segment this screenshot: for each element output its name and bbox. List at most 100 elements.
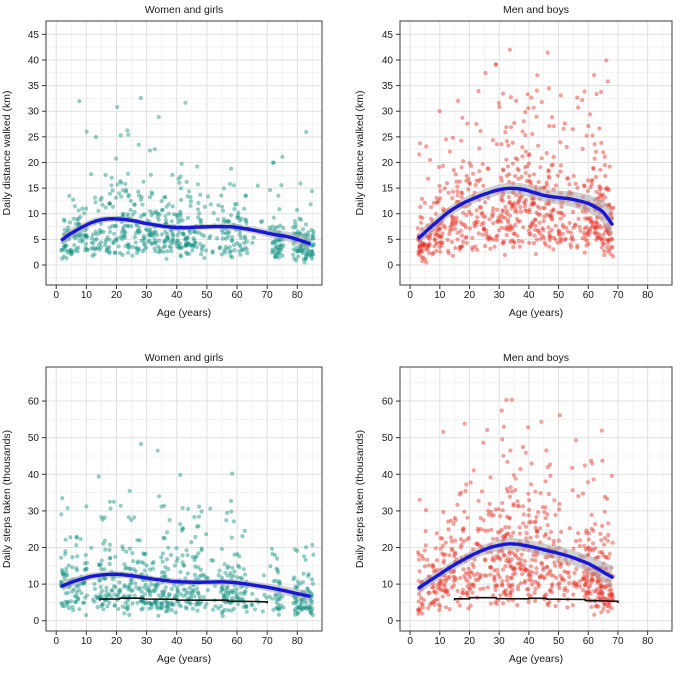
panel-border <box>399 366 673 632</box>
x-axis-label: Age (years) <box>509 307 563 319</box>
x-tick-label: 80 <box>292 290 304 301</box>
grid-layer <box>400 367 672 631</box>
y-tick-label: 0 <box>387 261 393 272</box>
y-tick-label: 30 <box>28 506 40 517</box>
median-line <box>99 597 269 604</box>
y-tick-label: 30 <box>382 107 394 118</box>
y-tick-label: 15 <box>28 184 40 195</box>
confidence-band <box>419 537 612 594</box>
panel-title: Women and girls <box>145 352 224 364</box>
chart-svg-women-steps: 0 10 20 30 40 50 60 70 80 0 10 20 30 40 50 60 Women and … <box>1 352 323 665</box>
y-axis-label: Daily distance walked (km) <box>354 91 366 216</box>
x-tick-label: 50 <box>553 636 565 647</box>
x-axis: 0 10 20 30 40 50 60 70 80 <box>407 285 654 301</box>
y-axis: 0 5 10 15 20 25 30 35 40 45 <box>382 30 400 272</box>
x-tick-label: 60 <box>231 636 243 647</box>
x-axis: 0 10 20 30 40 50 60 70 80 <box>407 631 654 647</box>
x-tick-label: 10 <box>434 290 446 301</box>
y-tick-label: 5 <box>387 235 393 246</box>
y-axis: 0 5 10 15 20 25 30 35 40 45 <box>28 30 46 272</box>
median-line <box>453 596 619 603</box>
trend-line <box>417 542 614 590</box>
y-tick-label: 0 <box>387 616 393 627</box>
y-tick-label: 25 <box>28 132 40 143</box>
x-tick-label: 70 <box>262 290 274 301</box>
y-tick-label: 20 <box>28 158 40 169</box>
y-tick-label: 0 <box>33 616 39 627</box>
y-tick-label: 10 <box>28 209 40 220</box>
x-tick-label: 40 <box>523 290 535 301</box>
y-tick-label: 40 <box>382 55 394 66</box>
y-tick-label: 5 <box>33 235 39 246</box>
y-tick-label: 40 <box>382 470 394 481</box>
x-tick-label: 60 <box>583 636 595 647</box>
x-tick-label: 0 <box>53 636 59 647</box>
panel-border <box>399 20 673 286</box>
y-tick-label: 35 <box>28 81 40 92</box>
x-tick-label: 60 <box>583 290 595 301</box>
trend-line <box>60 572 311 598</box>
x-tick-label: 30 <box>494 636 506 647</box>
x-tick-label: 80 <box>642 636 654 647</box>
x-tick-label: 20 <box>464 290 476 301</box>
trend-line <box>60 217 311 246</box>
x-axis-label: Age (years) <box>157 307 211 319</box>
x-tick-label: 60 <box>231 290 243 301</box>
scatter-points <box>415 47 616 265</box>
y-tick-label: 20 <box>382 158 394 169</box>
y-tick-label: 10 <box>382 580 394 591</box>
x-tick-label: 10 <box>81 636 93 647</box>
y-axis-label: Daily distance walked (km) <box>1 91 13 216</box>
y-axis: 0 10 20 30 40 50 60 <box>28 397 46 627</box>
x-tick-label: 80 <box>642 290 654 301</box>
y-tick-label: 45 <box>382 30 394 41</box>
chart-svg-men-distance: 0 10 20 30 40 50 60 70 80 0 5 10 15 20 25 30 35 40 45 Men a… <box>354 4 673 319</box>
x-tick-label: 50 <box>201 290 213 301</box>
x-tick-label: 10 <box>434 636 446 647</box>
trend-line <box>417 186 614 240</box>
x-tick-label: 50 <box>201 636 213 647</box>
chart-svg-men-steps: 0 10 20 30 40 50 60 70 80 0 10 20 30 40 50 60 Men and bo… <box>354 352 673 665</box>
x-tick-label: 30 <box>141 636 153 647</box>
y-tick-label: 25 <box>382 132 394 143</box>
y-tick-label: 15 <box>382 184 394 195</box>
y-tick-label: 30 <box>28 107 40 118</box>
x-tick-label: 0 <box>53 290 59 301</box>
y-tick-label: 50 <box>382 433 394 444</box>
x-axis: 0 10 20 30 40 50 60 70 80 <box>53 631 303 647</box>
x-tick-label: 20 <box>464 636 476 647</box>
y-axis-label: Daily steps taken (thousands) <box>354 430 366 568</box>
y-tick-label: 45 <box>28 30 40 41</box>
y-axis: 0 10 20 30 40 50 60 <box>382 397 400 627</box>
y-tick-label: 20 <box>382 543 394 554</box>
y-tick-label: 60 <box>28 397 40 408</box>
x-tick-label: 70 <box>612 636 624 647</box>
panel-title: Women and girls <box>145 4 224 16</box>
panel-men-distance: 0 10 20 30 40 50 60 70 80 0 5 10 15 20 25 30 35 40 45 Men a… <box>343 0 685 339</box>
x-tick-label: 40 <box>171 636 183 647</box>
panel-women-distance: 0 10 20 30 40 50 60 70 80 0 5 10 15 20 25 30 35 40 45 Women… <box>0 0 343 339</box>
x-tick-label: 0 <box>407 290 413 301</box>
panel-title: Men and boys <box>503 4 569 16</box>
y-tick-label: 10 <box>382 209 394 220</box>
y-axis-label: Daily steps taken (thousands) <box>1 430 13 568</box>
x-tick-label: 0 <box>407 636 413 647</box>
y-tick-label: 20 <box>28 543 40 554</box>
panel-border <box>45 20 323 286</box>
x-tick-label: 30 <box>494 290 506 301</box>
y-tick-label: 30 <box>382 506 394 517</box>
y-tick-label: 40 <box>28 470 40 481</box>
y-tick-label: 0 <box>33 261 39 272</box>
x-tick-label: 30 <box>141 290 153 301</box>
x-tick-label: 20 <box>111 636 123 647</box>
panel-men-steps: 0 10 20 30 40 50 60 70 80 0 10 20 30 40 50 60 Men and bo… <box>343 339 685 678</box>
x-tick-label: 80 <box>292 636 304 647</box>
x-axis-label: Age (years) <box>157 653 211 665</box>
grid-layer <box>46 21 322 285</box>
y-tick-label: 10 <box>28 580 40 591</box>
x-tick-label: 70 <box>262 636 274 647</box>
x-tick-label: 20 <box>111 290 123 301</box>
panel-women-steps: 0 10 20 30 40 50 60 70 80 0 10 20 30 40 50 60 Women and … <box>0 339 343 678</box>
x-tick-label: 70 <box>612 290 624 301</box>
